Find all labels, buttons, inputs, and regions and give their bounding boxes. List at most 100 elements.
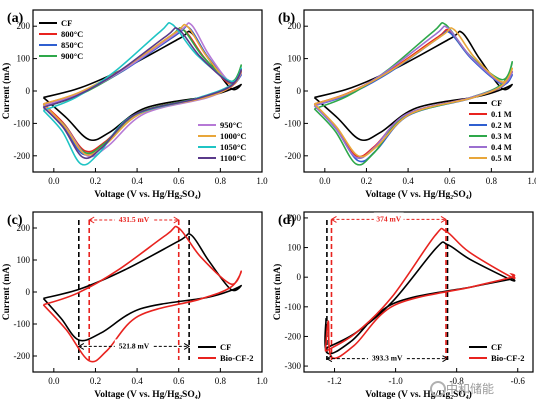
x-tick-label: 0.0 — [48, 376, 60, 386]
legend-label: 0.3 M — [491, 131, 512, 141]
legend-label: 950°C — [220, 120, 242, 130]
legend-label: CF — [61, 18, 72, 28]
x-tick-label: -0.8 — [450, 376, 465, 386]
annotation-label: 431.5 mV — [119, 215, 150, 224]
legend-label: 0.2 M — [491, 120, 512, 130]
legend-label: 1050°C — [220, 142, 247, 152]
series-line — [42, 27, 243, 160]
x-tick-label: 0.2 — [90, 176, 101, 186]
series-line — [324, 227, 516, 360]
watermark-logo-icon — [430, 381, 446, 397]
legend-label: 0.4 M — [491, 142, 512, 152]
legend-label: CF — [491, 98, 502, 108]
panel-label: (a) — [7, 11, 24, 26]
y-tick-label: 0 — [297, 86, 302, 96]
annotation-arrowhead — [330, 215, 337, 223]
series-line — [313, 22, 514, 166]
x-tick-label: 0.2 — [361, 176, 372, 186]
panel-label: (d) — [278, 213, 295, 228]
y-axis-label: Current (mA) — [272, 63, 283, 120]
x-tick-label: 0.6 — [173, 376, 185, 386]
x-tick-label: 0.6 — [173, 176, 185, 186]
annotation-label: 374 mV — [376, 214, 401, 223]
x-tick-label: 0.4 — [131, 376, 143, 386]
x-tick-label: 0.4 — [402, 176, 414, 186]
x-tick-label: 1.0 — [256, 176, 268, 186]
legend-label: CF — [220, 342, 231, 352]
annotation-arrowhead — [183, 342, 191, 350]
plot-frame — [303, 211, 534, 373]
y-tick-label: -200 — [14, 151, 31, 161]
y-tick-label: 200 — [288, 213, 302, 223]
y-tick-label: -100 — [14, 118, 31, 128]
y-axis-label: Current (mA) — [1, 63, 12, 120]
annotation-arrowhead — [442, 355, 449, 363]
annotation-arrowhead — [325, 355, 333, 363]
series-line — [42, 225, 243, 363]
x-tick-label: 1.0 — [256, 376, 268, 386]
legend-label: 1000°C — [220, 131, 247, 141]
watermark: 中和储能 — [446, 382, 495, 396]
series-line — [313, 30, 514, 142]
annotation-arrowhead — [173, 216, 180, 224]
x-tick-label: 0.2 — [90, 376, 101, 386]
y-tick-label: -200 — [14, 351, 31, 361]
legend-label: 850°C — [61, 40, 83, 50]
series-line — [42, 232, 243, 342]
y-tick-label: -200 — [285, 331, 302, 341]
x-tick-label: 1.0 — [527, 176, 536, 186]
annotation-label: 393.3 mV — [372, 354, 403, 363]
y-tick-label: -100 — [285, 302, 302, 312]
x-tick-label: 0.8 — [215, 376, 227, 386]
annotation-bg — [114, 213, 154, 223]
legend-label: CF — [491, 342, 502, 352]
y-tick-label: 200 — [288, 21, 302, 31]
x-tick-label: 0.8 — [215, 176, 227, 186]
series-line — [313, 27, 514, 158]
series-line — [313, 25, 514, 160]
x-tick-label: 0.0 — [319, 176, 331, 186]
legend-label: 0.5 M — [491, 153, 512, 163]
annotation-arrowhead — [77, 342, 85, 350]
annotation-arrowhead — [440, 215, 447, 223]
legend-label: 900°C — [61, 51, 83, 61]
x-tick-label: 0.0 — [48, 176, 60, 186]
y-tick-label: 100 — [288, 54, 302, 64]
x-axis-label: Voltage (V vs. Hg/Hg₂SO₄) — [94, 189, 201, 200]
x-tick-label: -0.6 — [511, 376, 526, 386]
series-line — [42, 22, 243, 166]
y-tick-label: 100 — [288, 243, 302, 253]
y-tick-label: 100 — [17, 255, 31, 265]
y-tick-label: 100 — [17, 54, 31, 64]
annotation-bg — [373, 212, 404, 223]
legend-label: 1100°C — [220, 153, 246, 163]
y-tick-label: -100 — [14, 319, 31, 329]
annotation-bg — [114, 339, 154, 350]
x-axis-label: Voltage (V vs. Hg/Hg₂SO₄) — [365, 189, 472, 200]
y-tick-label: -300 — [285, 361, 302, 371]
panel-label: (b) — [278, 11, 295, 26]
y-tick-label: 200 — [17, 21, 31, 31]
x-tick-label: -1.0 — [388, 376, 403, 386]
y-tick-label: -100 — [285, 118, 302, 128]
legend-label: Bio-CF-2 — [491, 353, 525, 363]
legend-label: 800°C — [61, 29, 83, 39]
x-axis-label: Voltage (V vs. Hg/Hg₂SO₄) — [365, 389, 472, 400]
y-tick-label: 0 — [26, 86, 31, 96]
y-tick-label: 0 — [297, 272, 302, 282]
annotation-bg — [368, 351, 407, 362]
x-tick-label: 0.4 — [131, 176, 143, 186]
annotation-arrowhead — [88, 216, 95, 224]
annotation-label: 521.8 mV — [119, 341, 150, 350]
legend-label: Bio-CF-2 — [220, 353, 254, 363]
legend-label: 0.1 M — [491, 109, 512, 119]
x-tick-label: 0.8 — [486, 176, 498, 186]
x-tick-label: -1.2 — [327, 376, 341, 386]
y-tick-label: 0 — [26, 287, 31, 297]
panel-label: (c) — [7, 213, 23, 228]
x-axis-label: Voltage (V vs. Hg/Hg₂SO₄) — [94, 389, 201, 400]
y-axis-label: Current (mA) — [272, 264, 283, 321]
y-axis-label: Current (mA) — [1, 264, 12, 321]
y-tick-label: 200 — [17, 223, 31, 233]
